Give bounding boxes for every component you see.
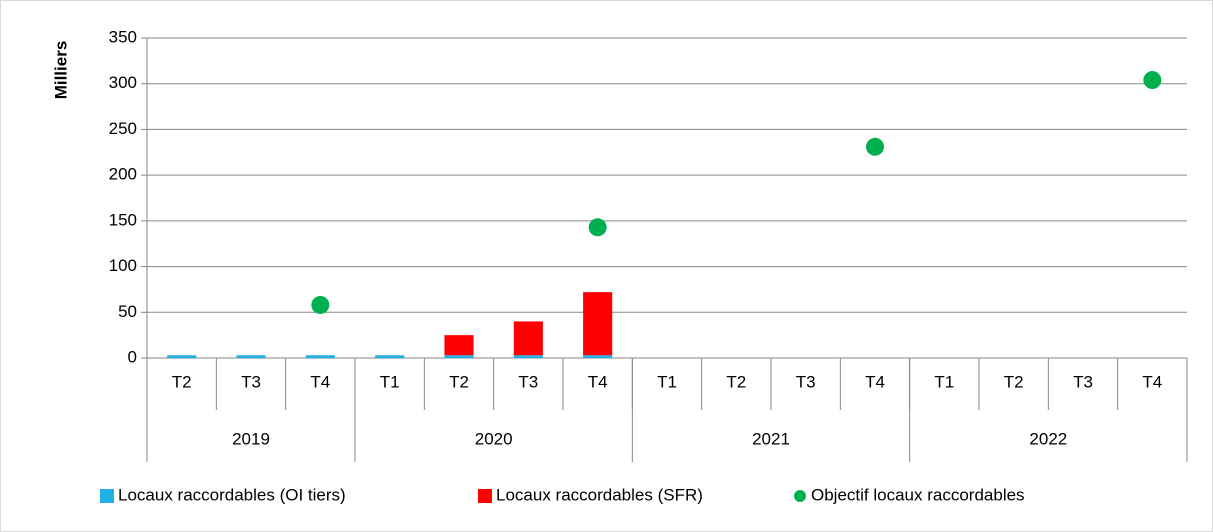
x-tick-label: T2 [449,372,469,391]
point [1143,71,1162,90]
y-tick-label: 350 [109,27,137,46]
y-tick-label: 150 [109,210,137,229]
y-tick-label: 300 [109,73,137,92]
x-tick-label: T2 [172,372,192,391]
x-tick-label: T3 [1073,372,1093,391]
x-tick-label: T4 [1142,372,1162,391]
bar [375,355,405,358]
y-tick-label: 100 [109,256,137,275]
bar [513,321,543,356]
bar [167,355,197,358]
x-tick-label: T1 [657,372,677,391]
x-tick-label: T4 [588,372,608,391]
legend-label: Locaux raccordables (SFR) [496,485,703,504]
bar [583,292,613,356]
x-tick-label: T2 [726,372,746,391]
bar [513,355,543,358]
y-axis-label: Milliers [51,41,70,100]
x-tick-label: T4 [865,372,885,391]
x-tick-label: T4 [310,372,330,391]
legend-marker [794,490,806,502]
legend-marker [100,489,114,503]
x-tick-label: T3 [518,372,538,391]
group-label: 2020 [475,429,513,448]
y-tick-label: 0 [128,347,137,366]
group-label: 2022 [1029,429,1067,448]
point [588,218,607,237]
legend-marker [478,489,492,503]
bar [444,335,474,356]
x-tick-label: T3 [796,372,816,391]
bar [583,355,613,358]
x-tick-label: T2 [1004,372,1024,391]
bar [444,355,474,358]
y-tick-label: 250 [109,119,137,138]
bar [236,355,266,358]
x-tick-label: T1 [380,372,400,391]
group-label: 2019 [232,429,270,448]
legend-label: Objectif locaux raccordables [811,485,1025,504]
y-tick-label: 200 [109,165,137,184]
point [866,137,884,156]
legend-label: Locaux raccordables (OI tiers) [118,485,346,504]
point [311,295,330,314]
group-label: 2021 [752,429,790,448]
x-tick-label: T3 [241,372,261,391]
y-tick-label: 50 [118,302,137,321]
bar [305,355,335,358]
x-tick-label: T1 [934,372,954,391]
